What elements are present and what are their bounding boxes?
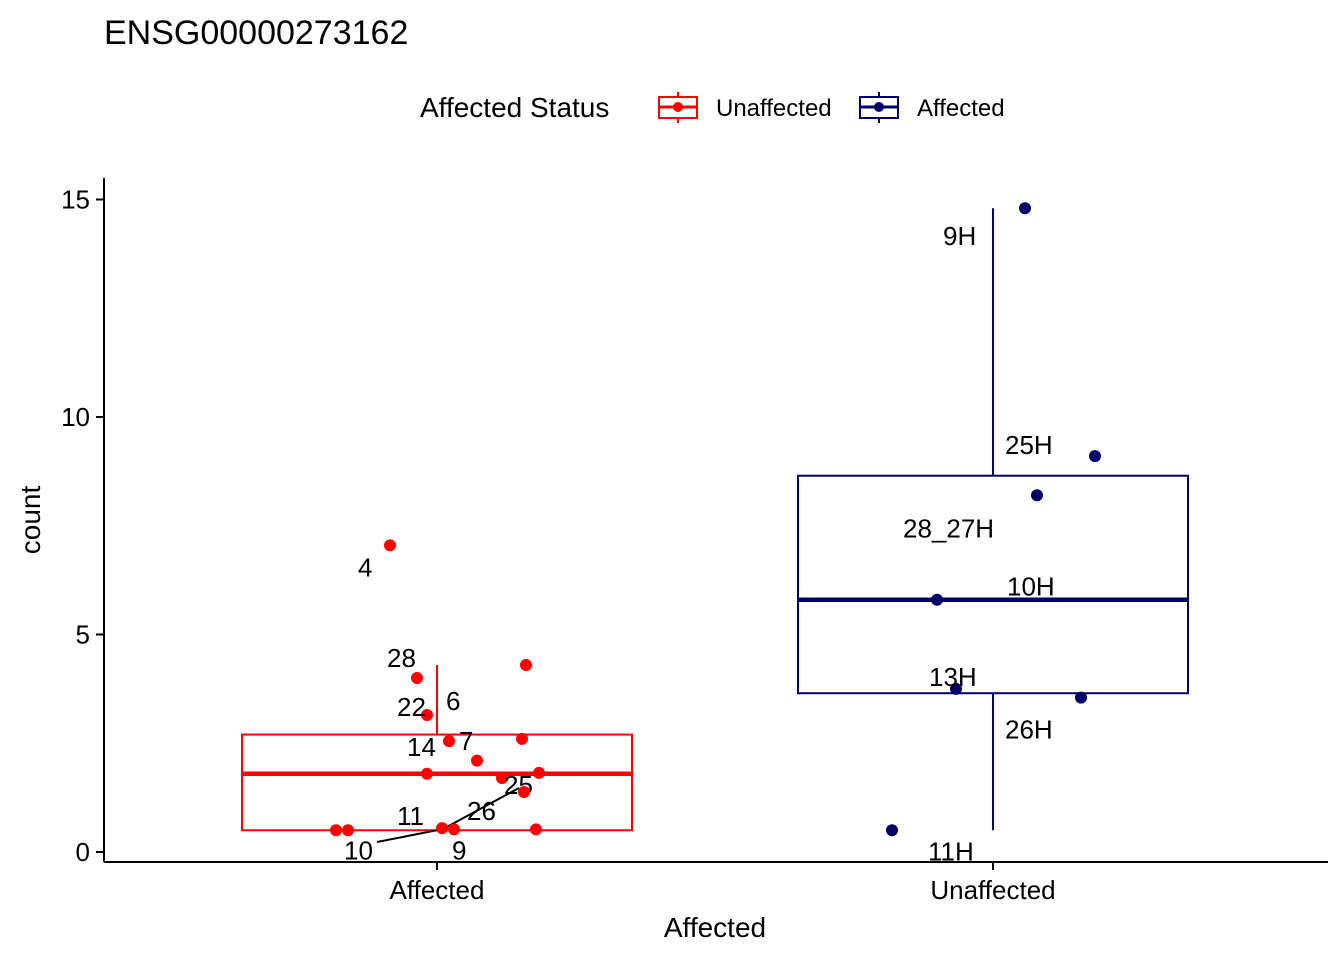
data-point [950,682,962,695]
x-axis-label: Affected [664,912,766,943]
y-tick-label: 5 [76,620,90,650]
point-label: 26H [1005,715,1053,745]
point-label: 9 [452,835,466,865]
legend-entry-affected: Affected [859,92,1005,123]
point-label: 28_27H [903,513,994,543]
y-axis-label: count [15,486,46,555]
data-point [471,754,483,767]
legend-label-unaffected: Unaffected [716,95,832,122]
data-point [1075,691,1087,704]
y-tick-label: 10 [61,402,90,432]
point-label: 22 [397,692,426,722]
x-axis-ticks: Affected Unaffected [390,862,1056,905]
point-label: 9H [943,221,976,251]
x-tick-label: Affected [390,875,485,905]
y-axis-ticks: 0 5 10 15 [61,185,104,867]
point-label: 11 [397,801,424,831]
point-label: 25H [1005,430,1053,460]
point-label: 10H [1007,572,1055,602]
data-point [436,822,448,835]
data-point [518,785,530,798]
data-point [448,823,460,836]
chart-title: ENSG00000273162 [104,14,408,52]
data-point [443,735,455,748]
data-point [533,766,545,779]
point-label: 7 [459,726,473,756]
data-point [530,823,542,836]
legend-key-point [874,102,884,112]
data-point [931,593,943,606]
data-point [1089,450,1101,463]
legend-key-point [673,102,683,112]
point-label: 6 [446,686,460,716]
label-leader-line [376,828,444,843]
data-point [496,772,508,785]
data-point [520,658,532,671]
data-point [330,824,342,837]
data-point [1031,489,1043,502]
point-label: 13H [929,662,977,692]
box [797,474,1189,695]
legend-entry-unaffected: Unaffected [658,92,832,123]
data-point [411,672,423,684]
point-label: 28 [387,643,416,673]
point-label: 14 [407,732,436,762]
x-tick-label: Unaffected [930,875,1055,905]
data-point [516,732,528,745]
data-point [421,708,433,721]
legend: Affected Status Unaffected Affected [420,92,1005,123]
point-label: 10 [344,835,373,865]
box [241,733,633,832]
y-tick-label: 0 [76,837,90,867]
data-point [342,824,354,837]
label-leader-line [442,787,520,830]
legend-label-affected: Affected [917,95,1005,122]
y-tick-label: 15 [61,185,90,215]
data-point [421,767,433,780]
data-point [1019,202,1031,215]
point-label: 4 [358,552,372,582]
data-point [886,824,898,837]
legend-title: Affected Status [420,92,609,123]
point-label: 26 [467,796,496,826]
data-point [384,539,396,552]
